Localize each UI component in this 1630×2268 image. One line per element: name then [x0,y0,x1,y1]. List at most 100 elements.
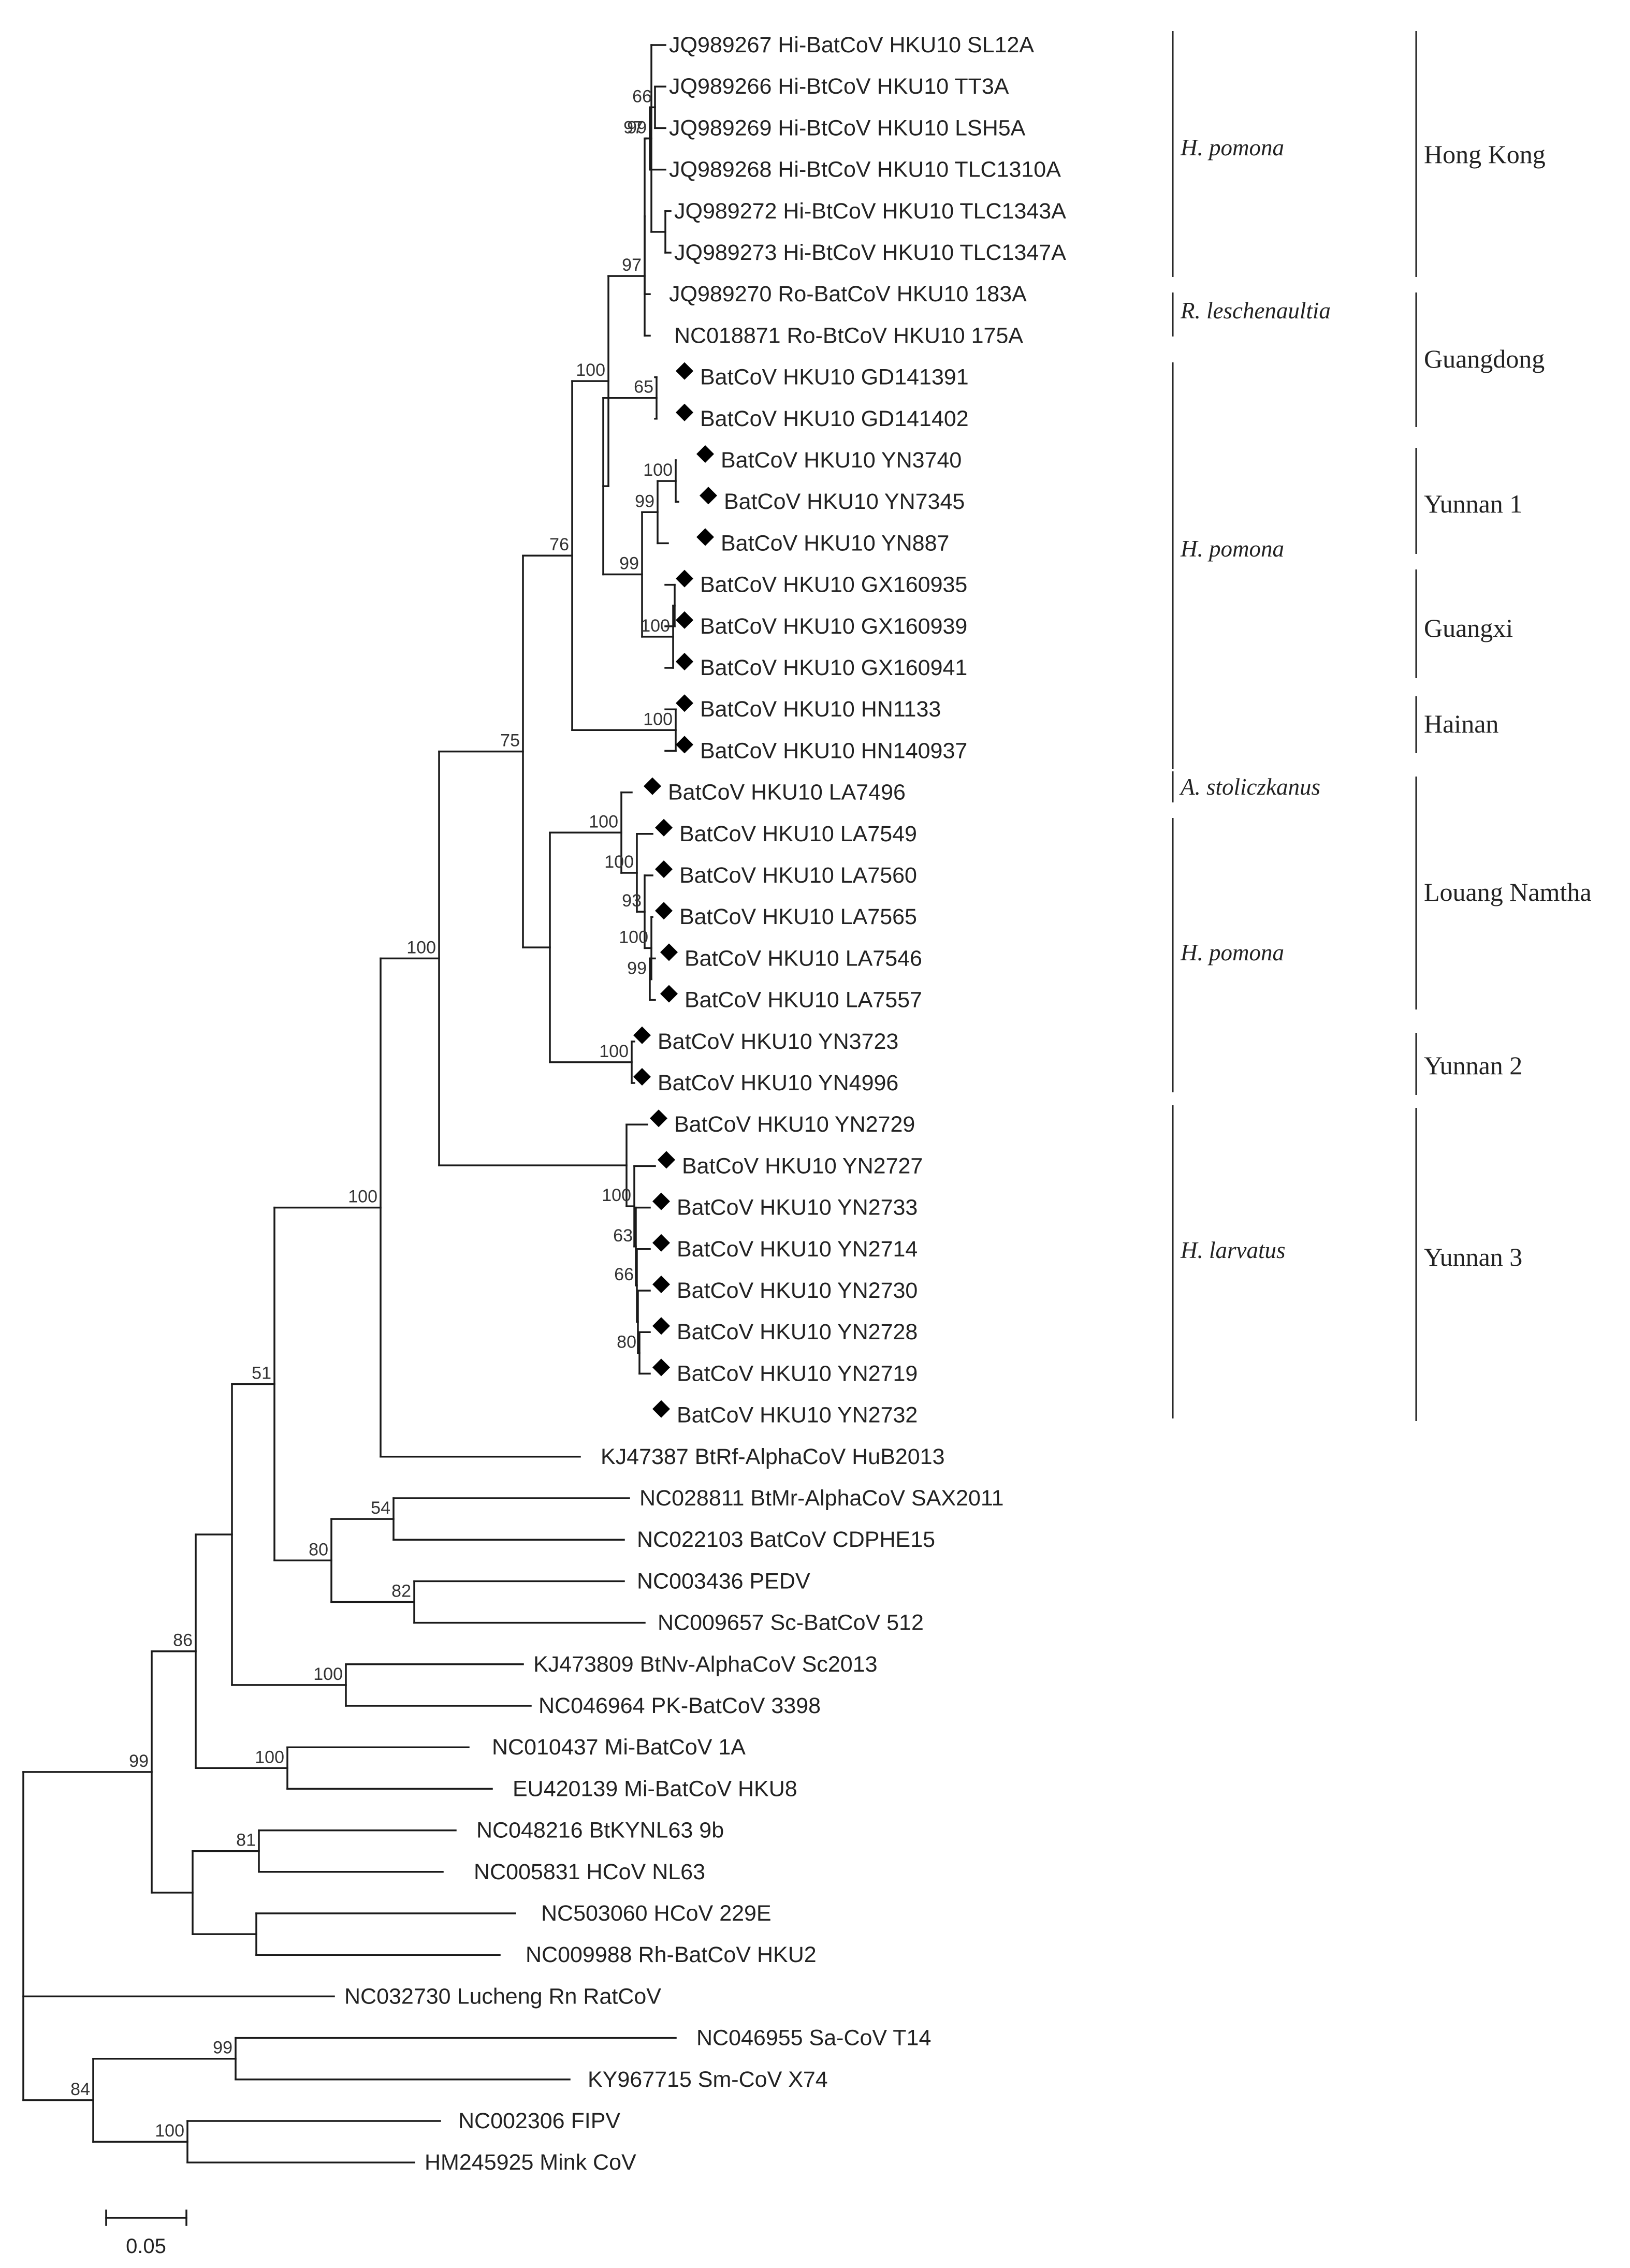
scale-bar-label: 0.05 [126,2235,166,2258]
tip-label: BatCoV HKU10 YN2728 [677,1320,918,1344]
bootstrap-value: 100 [155,2121,184,2141]
tip-label: KJ47387 BtRf-AlphaCoV HuB2013 [601,1444,945,1469]
clade-annotations: H. pomona R. leschenaultia H. pomona A. sto… [1172,31,1592,1421]
host-label: A. stoliczkanus [1179,774,1320,800]
tip-label: BatCoV HKU10 LA7560 [679,863,917,888]
sample-marker [696,528,714,546]
sample-marker [676,611,693,629]
tip-label: NC046964 PK-BatCoV 3398 [539,1693,821,1718]
region-label: Yunnan 1 [1424,489,1522,518]
sample-marker [655,818,673,837]
sample-marker [676,403,693,421]
sample-marker [658,1151,675,1169]
bootstrap-value: 81 [236,1831,256,1850]
sample-marker [652,1317,670,1335]
tip-label: BatCoV HKU10 LA7546 [685,946,922,971]
tip-label: EU420139 Mi-BatCoV HKU8 [513,1776,797,1801]
bootstrap-value: 100 [255,1747,284,1767]
tip-label: NC002306 FIPV [458,2109,620,2133]
host-label: H. pomona [1180,536,1284,562]
bootstrap-value: 99 [635,491,654,511]
bootstrap-value: 51 [252,1363,271,1383]
tree-branches [22,44,679,2163]
tip-label: KJ473809 BtNv-AlphaCoV Sc2013 [533,1652,878,1677]
bootstrap-value: 76 [549,535,569,554]
tip-markers [633,362,717,1418]
region-label: Yunnan 2 [1424,1051,1522,1080]
bootstrap-value: 93 [622,891,642,911]
bootstrap-value: 100 [643,709,673,729]
tip-label: BatCoV HKU10 YN2732 [677,1403,918,1428]
sample-marker [644,777,661,795]
tip-label: BatCoV HKU10 GD141402 [700,406,969,431]
bootstrap-value: 100 [589,812,618,831]
tip-label: BatCoV HKU10 LA7549 [679,822,917,846]
sample-marker [660,943,678,961]
sample-marker [650,1109,667,1128]
bootstrap-value: 80 [309,1540,328,1559]
region-label: Guangdong [1424,344,1545,373]
bootstrap-value: 100 [643,460,673,480]
bootstrap-value: 80 [617,1332,636,1352]
bootstrap-value: 99 [627,959,647,978]
bootstrap-value: 84 [70,2080,90,2099]
tip-label: NC009657 Sc-BatCoV 512 [658,1611,924,1635]
tip-label: BatCoV HKU10 YN3723 [658,1029,898,1054]
sample-marker [676,653,693,670]
tip-label: NC503060 HCoV 229E [541,1901,772,1926]
sample-marker [655,902,673,920]
sample-marker [660,985,678,1003]
tip-label: BatCoV HKU10 HN140937 [700,738,967,763]
tip-label: JQ989273 Hi-BtCoV HKU10 TLC1347A [674,240,1066,265]
tip-labels: JQ989267 Hi-BatCoV HKU10 SL12A JQ989266 H… [344,33,1066,2175]
sample-marker [652,1234,670,1252]
bootstrap-value: 63 [613,1226,633,1246]
tip-label: NC005831 HCoV NL63 [474,1860,705,1884]
tip-label: NC009988 Rh-BatCoV HKU2 [526,1942,817,1967]
bootstrap-value: 75 [500,731,520,751]
bootstrap-value: 99 [213,2038,232,2058]
tip-label: BatCoV HKU10 GX160935 [700,573,967,597]
tip-label: NC048216 BtKYNL63 9b [476,1818,724,1843]
bootstrap-value: 100 [406,938,436,957]
tip-label: BatCoV HKU10 GD141391 [700,365,969,390]
tip-label: BatCoV HKU10 YN4996 [658,1071,898,1095]
tip-label: JQ989269 Hi-BtCoV HKU10 LSH5A [669,115,1026,140]
bootstrap-value: 65 [634,377,653,397]
bootstrap-value: 82 [391,1582,411,1601]
bootstrap-value: 100 [604,852,634,872]
tip-label: JQ989266 Hi-BtCoV HKU10 TT3A [669,74,1009,99]
tip-label: JQ989267 Hi-BatCoV HKU10 SL12A [669,33,1034,57]
tip-label: BatCoV HKU10 YN2719 [677,1361,918,1386]
bootstrap-value: 99 [129,1751,149,1771]
tip-label: NC022103 BatCoV CDPHE15 [637,1527,935,1552]
host-label: H. larvatus [1180,1237,1286,1263]
tip-label: JQ989270 Ro-BatCoV HKU10 183A [669,282,1027,306]
tip-label: BatCoV HKU10 GX160939 [700,614,967,639]
tip-label: BatCoV HKU10 LA7565 [679,904,917,929]
bootstrap-value: 100 [348,1187,377,1207]
scale-bar: 0.05 [105,2210,187,2258]
tip-label: JQ989272 Hi-BtCoV HKU10 TLC1343A [674,199,1066,224]
sample-marker [676,694,693,712]
tip-label: NC003436 PEDV [637,1569,810,1593]
bootstrap-value: 97 [623,118,643,137]
sample-marker [633,1026,651,1044]
bootstrap-value: 100 [602,1186,631,1205]
bootstrap-labels: 6699979765100991009910010076991009310010… [70,86,673,2141]
region-label: Yunnan 3 [1424,1242,1522,1271]
tip-label: BatCoV HKU10 YN2729 [674,1112,915,1137]
region-label: Guangxi [1424,613,1513,642]
bootstrap-value: 86 [173,1631,193,1650]
sample-marker [676,736,693,754]
tip-label: BatCoV HKU10 YN2733 [677,1195,918,1220]
tip-label: BatCoV HKU10 YN2730 [677,1278,918,1303]
tip-label: KY967715 Sm-CoV X74 [588,2067,828,2092]
tip-label: BatCoV HKU10 HN1133 [700,697,941,722]
host-label: H. pomona [1180,940,1284,965]
sample-marker [700,487,717,505]
tip-label: HM245925 Mink CoV [425,2150,636,2175]
sample-marker [652,1358,670,1377]
sample-marker [696,445,714,463]
region-label: Hong Kong [1424,140,1546,169]
